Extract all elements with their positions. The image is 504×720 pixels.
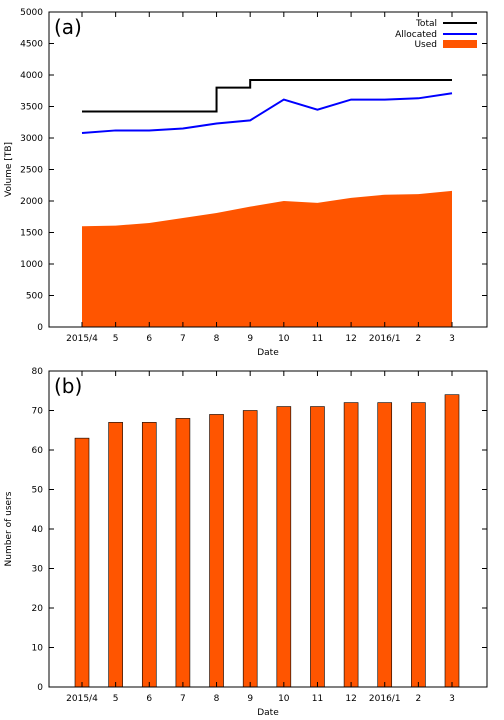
y-axis-label: Volume [TB] xyxy=(4,142,14,197)
y-tick-label: 3500 xyxy=(20,103,43,113)
y-tick-label: 0 xyxy=(37,323,43,333)
user-bar xyxy=(343,402,359,688)
y-tick-label: 70 xyxy=(32,407,44,417)
x-tick-label: 2016/1 xyxy=(369,694,401,704)
x-tick-label: 9 xyxy=(247,694,253,704)
y-tick-label: 1000 xyxy=(20,260,43,270)
x-tick-label: 10 xyxy=(278,334,290,344)
x-tick-label: 12 xyxy=(345,694,356,704)
legend-label: Total xyxy=(415,19,437,29)
x-tick-label: 2 xyxy=(415,334,421,344)
x-tick-label: 2015/4 xyxy=(66,694,98,704)
y-tick-label: 500 xyxy=(26,292,43,302)
user-bar xyxy=(175,418,191,688)
x-tick-label: 2 xyxy=(415,694,421,704)
user-bar xyxy=(377,402,393,688)
x-tick-label: 3 xyxy=(449,694,455,704)
user-bar xyxy=(310,406,325,688)
user-bar xyxy=(108,422,123,688)
user-bar xyxy=(276,406,292,688)
y-tick-label: 40 xyxy=(32,525,44,535)
x-tick-label: 9 xyxy=(247,334,253,344)
x-tick-label: 5 xyxy=(113,694,119,704)
legend-swatch xyxy=(443,40,477,48)
y-tick-label: 3000 xyxy=(20,134,43,144)
legend-label: Allocated xyxy=(395,30,437,40)
x-tick-label: 11 xyxy=(312,694,323,704)
x-tick-label: 6 xyxy=(146,694,152,704)
user-bar xyxy=(141,422,157,688)
y-tick-label: 80 xyxy=(32,367,44,377)
x-tick-label: 12 xyxy=(345,334,356,344)
panel-label: (b) xyxy=(54,374,82,398)
user-bar xyxy=(209,414,224,688)
total-step-line xyxy=(82,79,452,113)
y-tick-label: 2500 xyxy=(20,166,43,176)
y-axis-label: Number of users xyxy=(4,491,14,566)
y-tick-label: 50 xyxy=(32,486,44,496)
x-tick-label: 8 xyxy=(214,694,220,704)
y-tick-label: 30 xyxy=(32,565,44,575)
user-bar xyxy=(74,437,90,688)
y-tick-label: 0 xyxy=(37,683,43,693)
y-tick-label: 4000 xyxy=(20,71,43,81)
y-tick-label: 4500 xyxy=(20,40,43,50)
x-tick-label: 2015/4 xyxy=(66,334,98,344)
x-tick-label: 7 xyxy=(180,694,186,704)
x-tick-label: 2016/1 xyxy=(369,334,401,344)
x-axis-label: Date xyxy=(257,708,279,718)
user-bar xyxy=(444,394,460,688)
y-tick-label: 1500 xyxy=(20,229,43,239)
x-tick-label: 5 xyxy=(113,334,119,344)
user-bar xyxy=(411,402,426,688)
x-tick-label: 7 xyxy=(180,334,186,344)
y-tick-label: 60 xyxy=(32,446,44,456)
legend-label: Used xyxy=(414,40,437,50)
x-tick-label: 3 xyxy=(449,334,455,344)
x-tick-label: 10 xyxy=(278,694,290,704)
x-tick-label: 11 xyxy=(312,334,323,344)
user-bar xyxy=(242,410,258,688)
x-tick-label: 6 xyxy=(146,334,152,344)
y-tick-label: 10 xyxy=(32,644,44,654)
used-area xyxy=(82,190,452,327)
y-tick-label: 20 xyxy=(32,604,44,614)
y-tick-label: 2000 xyxy=(20,197,43,207)
volume-chart: 0 500 1000 1500 2000 2500 3000 3500 4000 4500 5000… xyxy=(4,8,488,358)
users-chart: 0 10 20 30 40 50 60 70 80 2015/4 5 6 7 8 9 10 11 12 2016/1… xyxy=(4,367,488,718)
x-axis-label: Date xyxy=(257,348,279,358)
x-tick-label: 8 xyxy=(214,334,220,344)
allocated-line xyxy=(81,92,453,134)
y-tick-label: 5000 xyxy=(20,8,43,18)
panel-label: (a) xyxy=(54,15,82,39)
